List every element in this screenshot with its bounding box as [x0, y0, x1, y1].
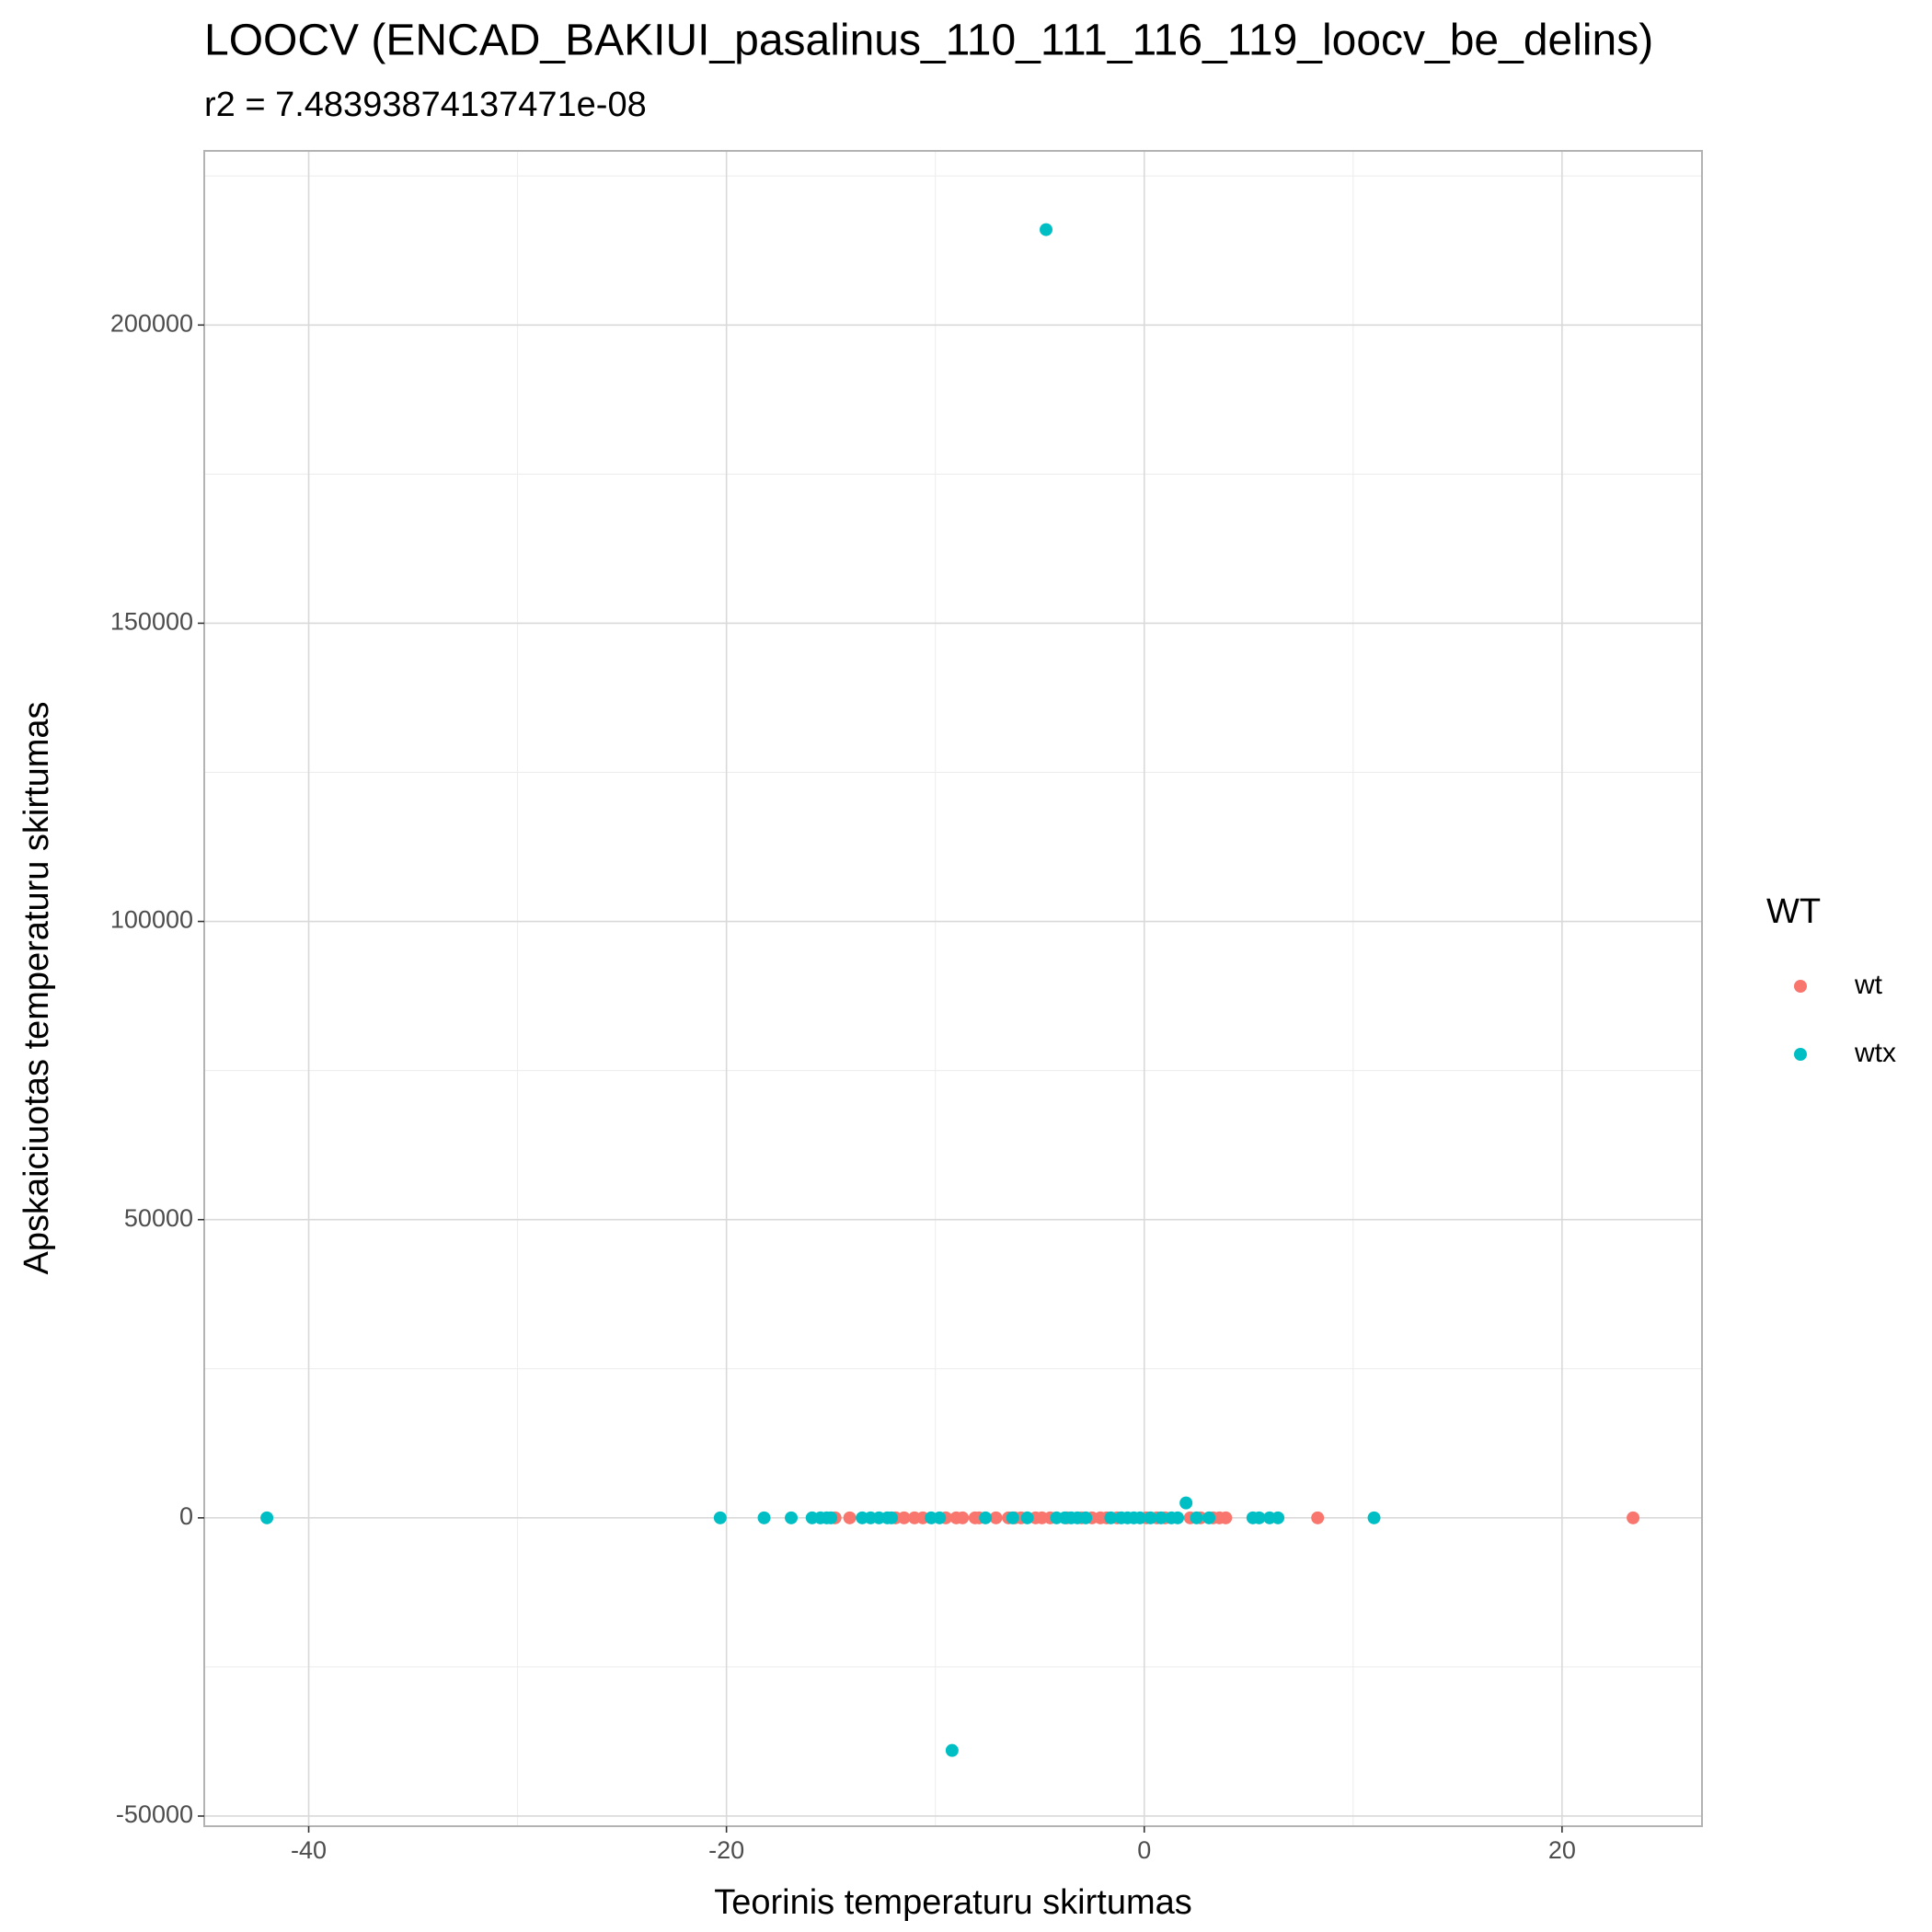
y-axis-title: Apskaiciuotas temperaturu skirtumas — [17, 701, 56, 1274]
point — [260, 1511, 274, 1524]
point — [1006, 1511, 1019, 1524]
points — [260, 223, 1640, 1757]
legend-label: wt — [1854, 970, 1883, 1000]
x-axis-title: Teorinis temperaturu skirtumas — [714, 1883, 1192, 1922]
y-tick-label: 100000 — [110, 906, 193, 934]
point — [1219, 1511, 1233, 1524]
point — [897, 1511, 911, 1524]
point — [1271, 1511, 1285, 1524]
point — [1367, 1511, 1381, 1524]
y-tick-label: 0 — [179, 1502, 193, 1530]
point — [979, 1511, 993, 1524]
point — [1202, 1511, 1216, 1524]
point — [1171, 1511, 1185, 1524]
legend-marker — [1794, 1048, 1807, 1061]
chart-title: LOOCV (ENCAD_BAKIUI_pasalinus_110_111_11… — [204, 17, 1653, 65]
point — [1020, 1511, 1034, 1524]
x-tick-label: 20 — [1548, 1836, 1576, 1864]
point — [1079, 1511, 1093, 1524]
x-tick-label: -20 — [708, 1836, 744, 1864]
point — [785, 1511, 799, 1524]
legend-label: wtx — [1854, 1038, 1896, 1068]
point — [1154, 1511, 1167, 1524]
y-tick-label: -50000 — [116, 1800, 193, 1828]
point — [1627, 1511, 1640, 1524]
point — [933, 1511, 947, 1524]
point — [945, 1743, 959, 1757]
x-tick-label: -40 — [291, 1836, 327, 1864]
point — [1311, 1511, 1325, 1524]
point — [843, 1511, 857, 1524]
panel-border — [203, 150, 1703, 1827]
point — [885, 1511, 899, 1524]
y-tick-label: 50000 — [124, 1204, 193, 1232]
y-tick-label: 200000 — [110, 309, 193, 337]
point — [989, 1511, 1003, 1524]
point — [1179, 1496, 1193, 1510]
legend-title: WT — [1766, 892, 1821, 931]
y-tick-label: 150000 — [110, 608, 193, 636]
legend-marker — [1794, 980, 1807, 993]
chart-subtitle: r2 = 7.48393874137471e-08 — [204, 86, 647, 124]
point — [1252, 1511, 1266, 1524]
point — [1040, 223, 1053, 236]
point — [1144, 1511, 1157, 1524]
point — [956, 1511, 970, 1524]
point — [713, 1511, 727, 1524]
point — [757, 1511, 771, 1524]
point — [1190, 1511, 1203, 1524]
point — [824, 1511, 838, 1524]
point — [1133, 1511, 1147, 1524]
x-tick-label: 0 — [1137, 1836, 1151, 1864]
grid — [204, 151, 1702, 1826]
point — [1104, 1511, 1118, 1524]
